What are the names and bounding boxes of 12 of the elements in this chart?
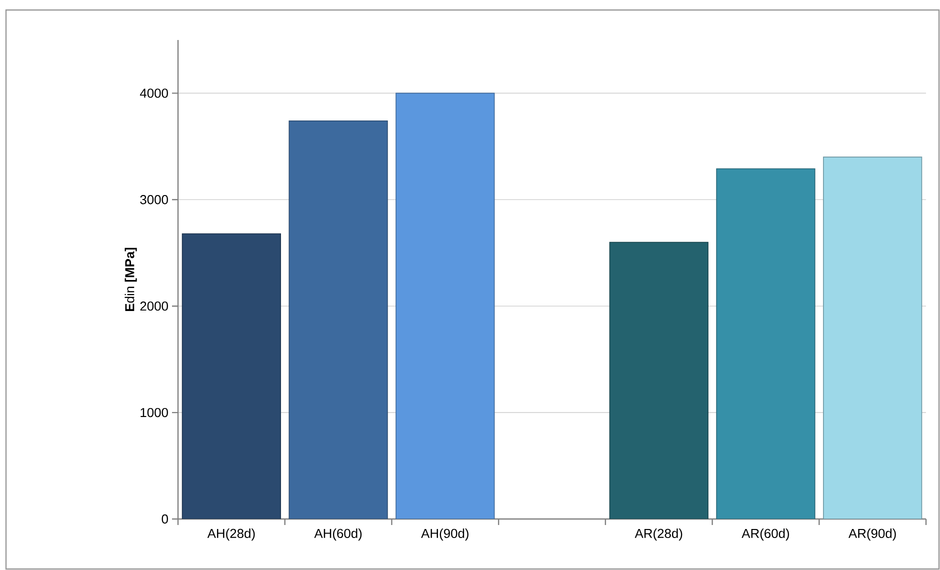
x-tick-label: AH(28d) (207, 528, 255, 541)
y-tick-label: 1000 (140, 408, 168, 418)
y-tick-label: 4000 (140, 88, 168, 98)
y-tick-label: 0 (162, 514, 168, 524)
y-axis-title: Edin [MPa] (124, 248, 137, 312)
x-tick-label: AR(28d) (634, 528, 682, 541)
y-tick-label: 2000 (140, 302, 168, 311)
x-tick-label: AH(60d) (314, 528, 362, 541)
y-tick-label: 3000 (140, 195, 168, 204)
x-tick-label: AR(90d) (848, 528, 896, 541)
x-tick-label: AR(60d) (742, 528, 790, 541)
x-tick-label: AH(90d) (421, 528, 468, 541)
